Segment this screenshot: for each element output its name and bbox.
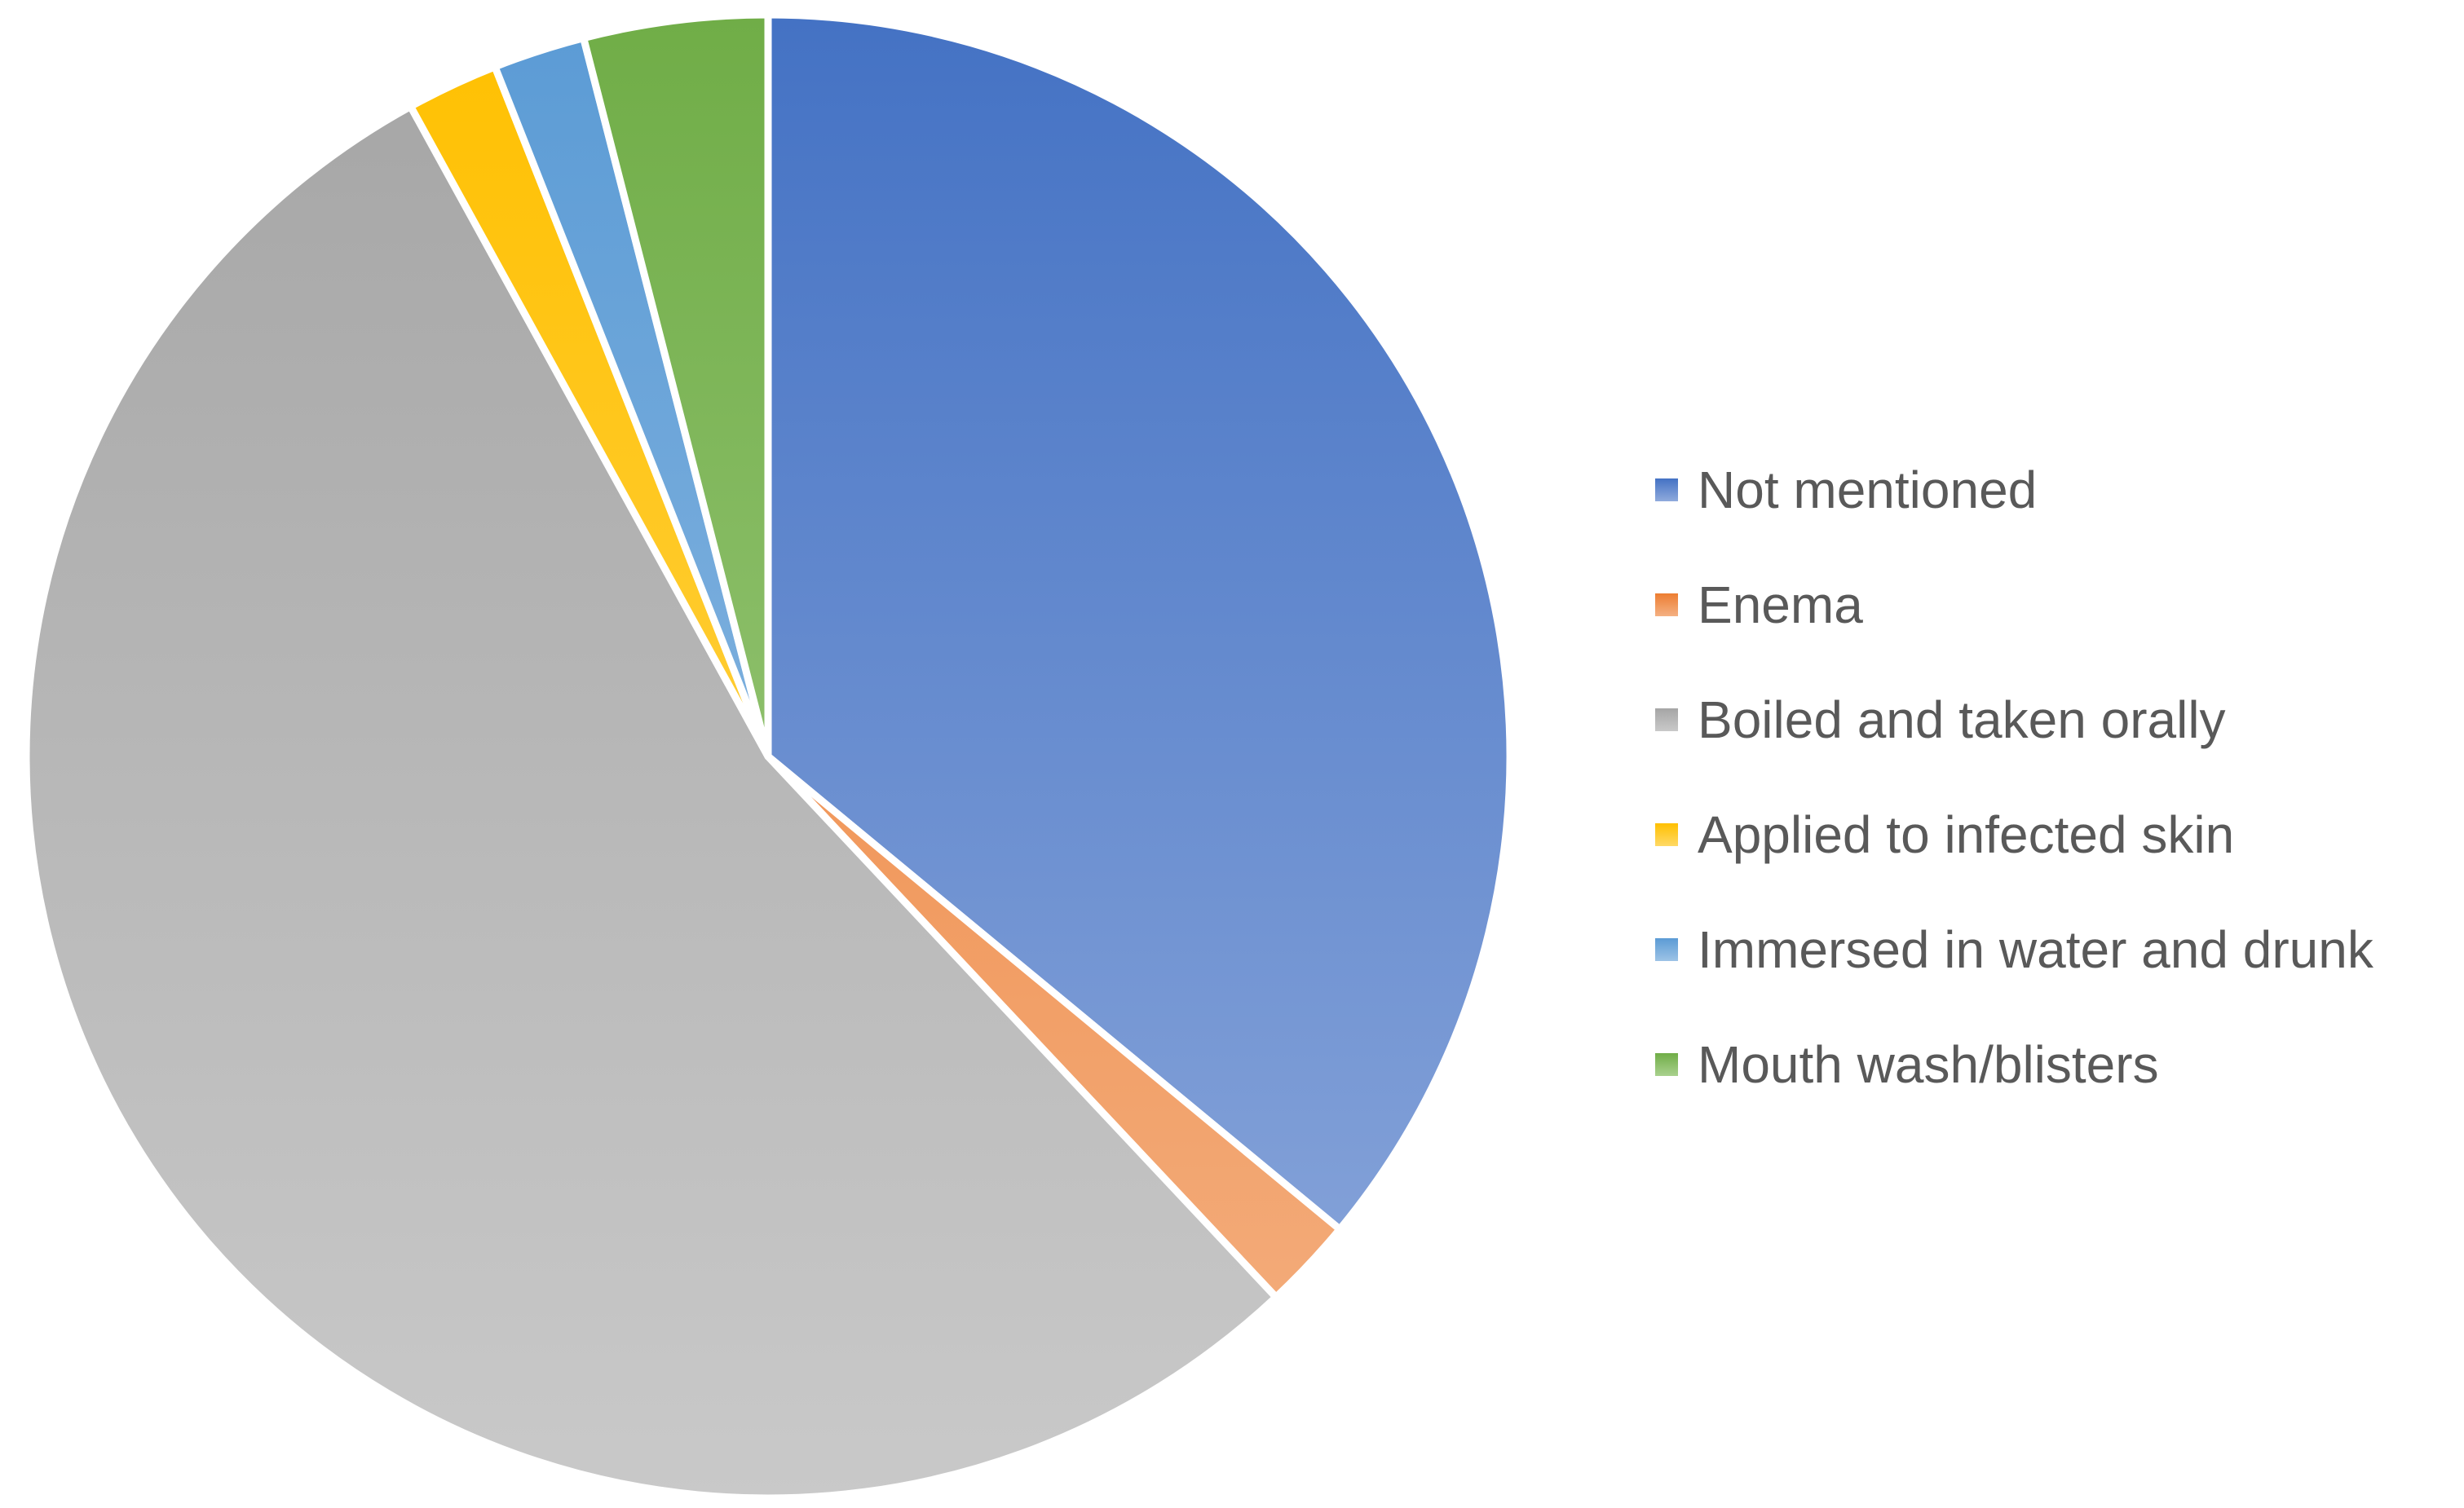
legend-label: Mouth wash/blisters [1698,1034,2159,1094]
legend-swatch [1655,478,1678,501]
legend-label: Not mentioned [1698,460,2038,519]
legend-swatch [1655,708,1678,731]
legend-item-boiled-and-taken-orally: Boiled and taken orally [1655,662,2454,777]
legend-label: Applied to infected skin [1698,805,2235,864]
pie-slice-not-mentioned [764,11,1514,1233]
legend-item-immersed-in-water-and-drunk: Immersed in water and drunk [1655,892,2454,1007]
legend-swatch [1655,1052,1678,1076]
legend-item-enema: Enema [1655,547,2454,662]
legend-label: Enema [1698,575,1863,634]
pie-slice-mouth-wash-blisters [580,11,772,761]
legend-label: Boiled and taken orally [1698,690,2226,749]
pie-slice-boiled-and-taken-orally [22,103,1280,1502]
chart-legend: Not mentioned Enema Boiled and taken ora… [1655,432,2454,1122]
legend-item-applied-to-infected-skin: Applied to infected skin [1655,777,2454,892]
legend-swatch [1655,937,1678,961]
legend-item-not-mentioned: Not mentioned [1655,432,2454,547]
pie-slices-group [22,11,1514,1502]
legend-item-mouth-wash-blisters: Mouth wash/blisters [1655,1007,2454,1122]
legend-label: Immersed in water and drunk [1698,919,2373,979]
legend-swatch [1655,822,1678,846]
legend-swatch [1655,593,1678,616]
